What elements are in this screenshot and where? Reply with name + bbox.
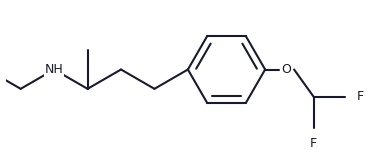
Text: NH: NH <box>45 63 64 76</box>
Text: F: F <box>356 90 364 103</box>
Text: O: O <box>282 63 291 76</box>
Text: F: F <box>310 137 317 150</box>
